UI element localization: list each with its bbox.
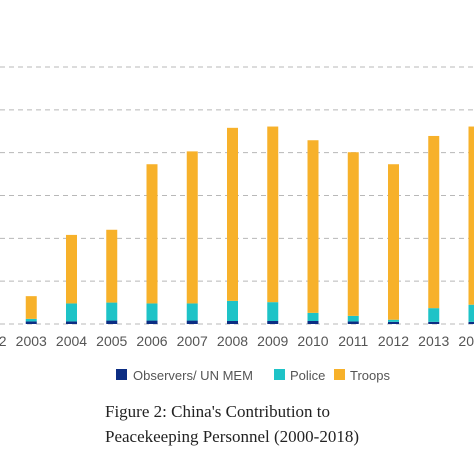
x-tick-label-2005: 2005	[96, 333, 127, 349]
bar-troops-2003	[25, 296, 37, 319]
bar-police-2004	[66, 303, 77, 322]
bar-troops-2009	[267, 126, 279, 303]
bar-observers-un-mem-2008	[227, 321, 238, 324]
bar-observers-un-mem-2011	[347, 321, 359, 324]
bar-police-2013	[428, 308, 440, 322]
bar-troops-2014	[468, 126, 474, 305]
bar-police-2005	[106, 302, 118, 321]
bar-troops-2011	[347, 152, 359, 316]
bar-observers-un-mem-2009	[267, 321, 279, 324]
bar-observers-un-mem-2006	[146, 320, 158, 324]
bar-police-2008	[227, 300, 238, 322]
legend-swatch-observers	[116, 369, 127, 380]
bar-troops-2013	[428, 135, 440, 309]
x-axis-tick-labels: 2002 2003 2004 2005 2006 2007 2008 2009 2010 2011…	[0, 333, 474, 349]
bar-police-2007	[186, 303, 198, 321]
bar-observers-un-mem-2007	[186, 320, 198, 324]
x-tick-label-2003: 2003	[16, 333, 47, 349]
legend-swatch-troops	[334, 369, 345, 380]
bar-troops-2006	[146, 164, 158, 304]
bar-police-2011	[347, 315, 359, 322]
figure-caption-line-2: Peacekeeping Personnel (2000-2018)	[105, 427, 359, 446]
bar-police-2006	[146, 303, 158, 321]
bar-observers-un-mem-2012	[388, 321, 399, 324]
bar-troops-2005	[106, 229, 118, 303]
bar-observers-un-mem-2010	[307, 321, 319, 324]
figure-caption-line-1: Figure 2: China's Contribution to	[105, 402, 330, 421]
x-tick-label-2002: 2002	[0, 333, 7, 349]
legend-label-troops: Troops	[350, 368, 390, 383]
bar-troops-2008	[227, 127, 238, 301]
x-tick-label-2009: 2009	[257, 333, 288, 349]
bar-police-2003	[25, 318, 37, 322]
bar-observers-un-mem-2003	[25, 321, 37, 324]
bar-troops-2012	[388, 164, 399, 320]
legend-label-observers: Observers/ UN MEM	[133, 368, 253, 383]
legend-swatch-police	[274, 369, 285, 380]
legend-label-police: Police	[290, 368, 325, 383]
x-tick-label-2004: 2004	[56, 333, 87, 349]
x-tick-label-2012: 2012	[378, 333, 409, 349]
bar-police-2014	[468, 304, 474, 322]
bar-police-2010	[307, 312, 319, 322]
bar-troops-2004	[66, 234, 77, 304]
x-tick-label-2014: 2014	[458, 333, 474, 349]
bar-troops-2007	[186, 151, 198, 304]
bar-police-2009	[267, 302, 279, 322]
bars	[25, 126, 474, 324]
x-tick-label-2013: 2013	[418, 333, 449, 349]
x-tick-label-2006: 2006	[136, 333, 167, 349]
legend: Observers/ UN MEM Police Troops	[116, 368, 390, 383]
bar-observers-un-mem-2014	[468, 321, 474, 324]
x-tick-label-2011: 2011	[338, 333, 368, 349]
x-tick-label-2010: 2010	[297, 333, 328, 349]
bar-troops-2010	[307, 140, 319, 313]
x-tick-label-2008: 2008	[217, 333, 248, 349]
bar-observers-un-mem-2013	[428, 321, 440, 324]
x-tick-label-2007: 2007	[177, 333, 208, 349]
bar-observers-un-mem-2004	[66, 321, 77, 324]
bar-observers-un-mem-2005	[106, 320, 118, 324]
bar-police-2012	[388, 319, 399, 322]
